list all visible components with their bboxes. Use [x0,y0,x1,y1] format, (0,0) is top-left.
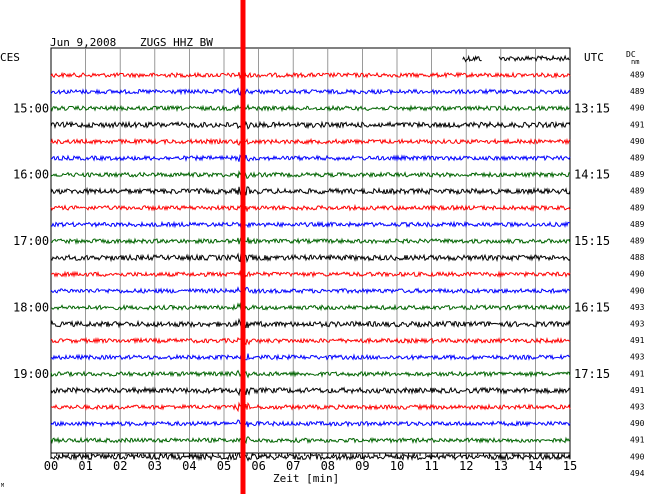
dc-label: DC [626,50,636,59]
trace-row-22 [50,419,571,428]
left-hour-label: 17:00 [13,234,49,248]
trace-row-18 [50,352,571,362]
trace-row-5 [50,137,571,146]
x-tick-label: 00 [44,459,58,473]
trace-row-23 [50,436,571,445]
trace-row-19 [50,369,571,379]
axis-labels: 489 489 490 491 490 489 489 489 489 489 489 488 490 4… [13,71,645,478]
dc-value: 493 [630,353,645,362]
header-station: ZUGS HHZ BW [140,36,213,49]
trace-row-12 [50,251,571,263]
x-tick-label: 08 [321,459,335,473]
x-tick-label: 01 [78,459,92,473]
x-tick-label: 13 [494,459,508,473]
x-tick-label: 10 [390,459,404,473]
x-tick-label: 03 [148,459,162,473]
seismic-traces [50,54,571,462]
header-date: Jun 9,2008 [50,36,116,49]
left-hour-label: 19:00 [13,367,49,381]
x-tick-label: 14 [528,459,542,473]
left-hour-label: 18:00 [13,301,49,315]
trace-row-21 [50,401,571,413]
dc-value: 490 [630,104,645,113]
dc-sub-label: nm [631,58,639,66]
dc-value: 493 [630,303,645,312]
x-tick-label: 02 [113,459,127,473]
dc-value: 494 [630,469,645,478]
dc-value: 491 [630,336,645,345]
trace-row-15 [50,302,571,312]
trace-row-10 [50,219,571,229]
x-tick-label: 05 [217,459,231,473]
dc-value: 489 [630,220,645,229]
right-hour-label: 14:15 [574,168,610,182]
trace-row-4 [50,120,571,130]
trace-row-17 [50,336,571,347]
dc-value: 490 [630,452,645,461]
x-tick-label: 07 [286,459,300,473]
trace-row-3 [50,103,571,113]
dc-value: 489 [630,237,645,246]
trace-row-20 [50,386,571,397]
dc-value: 491 [630,120,645,129]
x-tick-label: 09 [355,459,369,473]
dc-value: 489 [630,187,645,196]
trace-row-2 [50,87,571,97]
trace-row-16 [50,317,571,329]
trace-row-13 [50,269,571,279]
dc-value: 488 [630,253,645,262]
left-hour-label: 15:00 [13,101,49,115]
right-timezone-label: UTC [584,51,604,64]
dc-value: 490 [630,419,645,428]
corner-mark: M [1,483,4,489]
x-axis-ticks: 00 01 02 03 04 05 06 07 08 09 10 11 12 13 14 15 [44,453,577,473]
right-hour-label: 17:15 [574,367,610,381]
trace-row-11 [50,235,571,245]
x-tick-label: 12 [459,459,473,473]
trace-row-14 [50,286,571,295]
dc-value: 491 [630,369,645,378]
dc-value: 493 [630,320,645,329]
dc-value: 489 [630,203,645,212]
dc-value: 489 [630,154,645,163]
right-hour-label: 16:15 [574,301,610,315]
event-marker [240,0,246,494]
trace-row-0 [498,54,570,63]
dc-value: 489 [630,170,645,179]
dc-value: 491 [630,436,645,445]
trace-row-9 [50,202,571,212]
trace-row-1 [50,71,571,80]
dc-value: 490 [630,286,645,295]
x-tick-label: 15 [563,459,577,473]
x-axis-label: Zeit [min] [273,472,339,485]
dc-value: 489 [630,71,645,80]
x-tick-label: 06 [251,459,265,473]
left-hour-label: 16:00 [13,168,49,182]
dc-value: 490 [630,270,645,279]
trace-row-6 [50,153,571,162]
trace-row-7 [50,170,571,179]
trace-row-0 [462,54,482,63]
dc-value: 489 [630,87,645,96]
dc-value: 493 [630,403,645,412]
x-tick-label: 11 [424,459,438,473]
dc-value: 490 [630,137,645,146]
dc-value: 491 [630,386,645,395]
x-tick-label: 04 [182,459,196,473]
right-hour-label: 13:15 [574,101,610,115]
left-timezone-label: CES [0,51,20,64]
trace-row-8 [50,186,571,197]
right-hour-label: 15:15 [574,234,610,248]
